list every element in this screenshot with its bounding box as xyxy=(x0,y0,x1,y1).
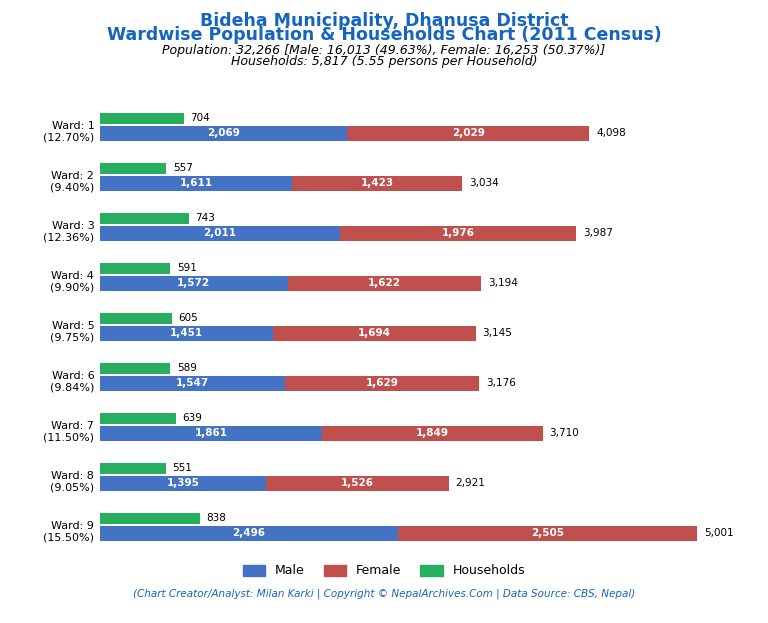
Bar xyxy=(293,176,462,191)
Text: 1,572: 1,572 xyxy=(177,278,210,288)
Text: 1,622: 1,622 xyxy=(368,278,401,288)
Bar xyxy=(285,376,479,391)
Text: (Chart Creator/Analyst: Milan Karki | Copyright © NepalArchives.Com | Data Sourc: (Chart Creator/Analyst: Milan Karki | Co… xyxy=(133,589,635,599)
Text: 1,694: 1,694 xyxy=(358,328,391,338)
Text: 1,395: 1,395 xyxy=(167,478,200,488)
Text: Wardwise Population & Households Chart (2011 Census): Wardwise Population & Households Chart (… xyxy=(107,26,661,44)
Text: 1,547: 1,547 xyxy=(176,378,209,388)
Text: 3,710: 3,710 xyxy=(550,429,579,439)
Text: 3,176: 3,176 xyxy=(486,378,515,388)
Bar xyxy=(100,513,200,524)
Bar xyxy=(100,376,285,391)
Text: Population: 32,266 [Male: 16,013 (49.63%), Female: 16,253 (50.37%)]: Population: 32,266 [Male: 16,013 (49.63%… xyxy=(162,44,606,57)
Bar xyxy=(100,176,293,191)
Text: 3,194: 3,194 xyxy=(488,278,518,288)
Text: Households: 5,817 (5.55 persons per Household): Households: 5,817 (5.55 persons per Hous… xyxy=(230,55,538,68)
Text: 1,861: 1,861 xyxy=(194,429,227,439)
Text: 2,011: 2,011 xyxy=(204,228,237,238)
Bar xyxy=(100,313,172,324)
Text: 639: 639 xyxy=(183,413,203,423)
Bar xyxy=(100,212,189,224)
Text: 2,496: 2,496 xyxy=(233,528,266,538)
Text: 2,069: 2,069 xyxy=(207,128,240,138)
Text: 3,987: 3,987 xyxy=(583,228,613,238)
Bar xyxy=(100,463,166,474)
Bar xyxy=(100,363,170,374)
Bar xyxy=(288,276,482,291)
Bar xyxy=(266,476,449,491)
Text: 605: 605 xyxy=(179,313,198,323)
Text: 591: 591 xyxy=(177,263,197,273)
Text: 2,921: 2,921 xyxy=(455,478,485,488)
Bar xyxy=(340,226,576,240)
Text: 1,629: 1,629 xyxy=(366,378,399,388)
Bar xyxy=(100,526,398,541)
Bar xyxy=(100,413,176,424)
Text: 589: 589 xyxy=(177,363,197,373)
Bar xyxy=(100,113,184,123)
Bar xyxy=(273,326,475,341)
Bar xyxy=(100,476,266,491)
Text: 1,423: 1,423 xyxy=(361,178,394,188)
Text: 1,526: 1,526 xyxy=(341,478,374,488)
Text: 704: 704 xyxy=(190,113,210,123)
Bar xyxy=(100,426,322,441)
Legend: Male, Female, Households: Male, Female, Households xyxy=(237,559,531,583)
Text: 1,451: 1,451 xyxy=(170,328,203,338)
Text: Bideha Municipality, Dhanusa District: Bideha Municipality, Dhanusa District xyxy=(200,12,568,31)
Text: 1,849: 1,849 xyxy=(416,429,449,439)
Text: 743: 743 xyxy=(195,213,215,223)
Text: 2,029: 2,029 xyxy=(452,128,485,138)
Bar xyxy=(100,163,167,174)
Text: 557: 557 xyxy=(173,163,193,173)
Bar xyxy=(398,526,697,541)
Bar xyxy=(100,276,288,291)
Bar xyxy=(347,126,589,141)
Bar xyxy=(100,263,170,273)
Text: 1,976: 1,976 xyxy=(442,228,475,238)
Text: 2,505: 2,505 xyxy=(531,528,564,538)
Bar xyxy=(322,426,543,441)
Bar xyxy=(100,326,273,341)
Bar xyxy=(100,126,347,141)
Text: 3,034: 3,034 xyxy=(469,178,498,188)
Bar xyxy=(100,226,340,240)
Text: 5,001: 5,001 xyxy=(703,528,733,538)
Text: 3,145: 3,145 xyxy=(482,328,512,338)
Text: 4,098: 4,098 xyxy=(596,128,626,138)
Text: 1,611: 1,611 xyxy=(180,178,213,188)
Text: 551: 551 xyxy=(172,464,192,473)
Text: 838: 838 xyxy=(207,513,227,523)
